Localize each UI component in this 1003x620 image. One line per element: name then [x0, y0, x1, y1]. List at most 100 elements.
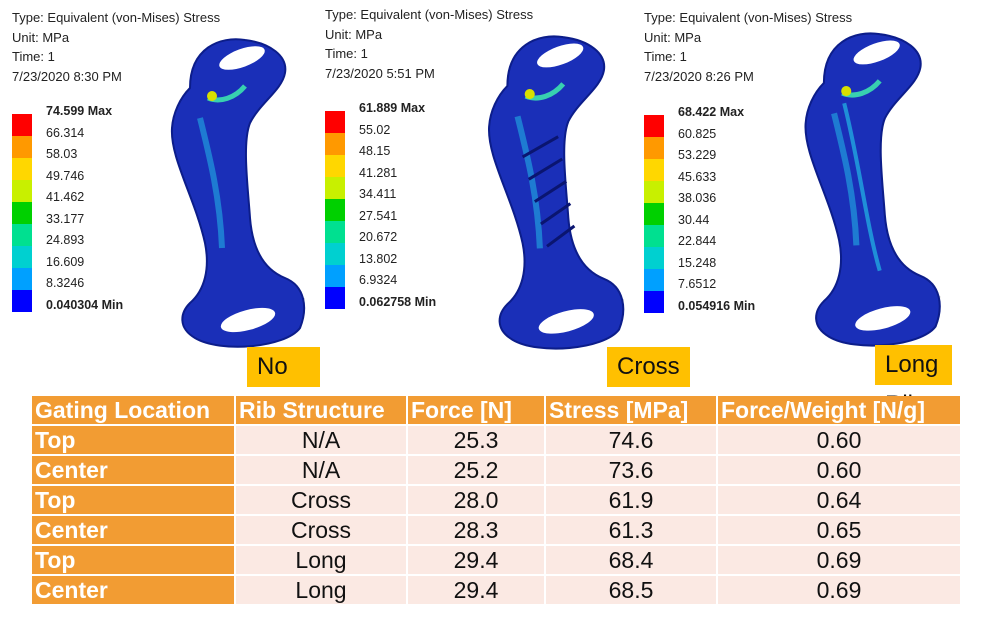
top-hole	[537, 43, 584, 68]
legend-swatch	[644, 225, 664, 247]
legend-swatch	[12, 290, 32, 312]
bracket-body	[488, 35, 625, 350]
result-info: Type: Equivalent (von-Mises) Stress Unit…	[644, 8, 852, 86]
stress-band-mid	[197, 117, 225, 249]
legend-value: 22.844	[678, 234, 717, 248]
info-type: Type: Equivalent (von-Mises) Stress	[12, 10, 221, 25]
cross-rib	[533, 180, 568, 203]
legend-value: 41.281	[359, 165, 398, 180]
info-time: Time: 1	[325, 46, 368, 61]
legend-swatch	[325, 111, 345, 133]
info-type: Type: Equivalent (von-Mises) Stress	[644, 10, 853, 25]
table-row: Center Cross 28.3 61.3 0.65	[32, 516, 960, 544]
legend-swatch	[325, 243, 345, 265]
bottom-hole	[220, 307, 276, 333]
result-info: Type: Equivalent (von-Mises) Stress Unit…	[12, 8, 220, 86]
cross-rib	[521, 135, 559, 159]
legend-swatch	[644, 137, 664, 159]
legend-swatch	[12, 202, 32, 224]
stress-contour-image	[170, 38, 306, 348]
legend-value: 66.314	[46, 125, 85, 140]
cell-stress: 61.3	[546, 516, 716, 544]
top-hole	[853, 40, 900, 65]
bracket-body	[804, 32, 941, 347]
legend-swatch	[325, 199, 345, 221]
cell-force-weight: 0.69	[718, 576, 960, 604]
legend-swatch	[12, 114, 32, 136]
stress-band-mid	[831, 112, 860, 246]
panel-cross-rib: Type: Equivalent (von-Mises) Stress Unit…	[313, 0, 690, 420]
cell-gating-location: Top	[32, 546, 234, 574]
legend-value: 20.672	[359, 230, 398, 244]
cell-force: 29.4	[408, 576, 544, 604]
stress-peak	[207, 91, 217, 101]
color-legend: 61.889 Max 55.02 48.15 41.281 34.411 27.541 20…	[325, 101, 485, 321]
info-type: Type: Equivalent (von-Mises) Stress	[325, 7, 534, 22]
legend-swatch	[12, 158, 32, 180]
stress-contour-image	[804, 32, 941, 347]
rib-label: No Rib	[247, 347, 320, 420]
cell-force-weight: 0.69	[718, 546, 960, 574]
info-time: Time: 1	[12, 49, 55, 64]
legend-swatch	[644, 203, 664, 225]
legend-max-value: 68.422 Max	[678, 105, 745, 119]
long-rib	[842, 102, 882, 272]
legend-value: 53.229	[678, 148, 717, 162]
cell-rib-structure: Cross	[236, 486, 406, 514]
legend-swatch	[644, 291, 664, 313]
info-date: 7/23/2020 8:26 PM	[644, 68, 754, 84]
legend-swatch	[325, 287, 345, 309]
panel-long-rib: Type: Equivalent (von-Mises) Stress Unit…	[632, 0, 952, 418]
legend-value: 6.9324	[359, 273, 398, 287]
legend-swatch	[12, 246, 32, 268]
info-unit: Unit: MPa	[12, 29, 70, 45]
cell-force: 25.3	[408, 426, 544, 454]
legend-value: 24.893	[46, 233, 85, 247]
info-time: Time: 1	[644, 49, 687, 64]
info-date: 7/23/2020 5:51 PM	[325, 65, 435, 81]
panel-no-rib: Type: Equivalent (von-Mises) Stress Unit…	[0, 0, 320, 420]
legend-value: 8.3246	[46, 276, 85, 290]
legend-value: 41.462	[46, 190, 85, 204]
legend-value: 55.02	[359, 122, 391, 137]
legend-swatch	[325, 265, 345, 287]
legend-swatch	[325, 221, 345, 243]
bracket-body	[170, 38, 306, 348]
results-table: Gating Location Rib Structure Force [N] …	[30, 394, 962, 606]
cell-rib-structure: N/A	[236, 456, 406, 484]
cell-stress: 73.6	[546, 456, 716, 484]
legend-max-value: 74.599 Max	[46, 104, 113, 118]
legend-swatch	[325, 177, 345, 199]
table-row: Top Long 29.4 68.4 0.69	[32, 546, 960, 574]
legend-value: 49.746	[46, 168, 85, 183]
stress-contour-image	[488, 35, 625, 350]
cell-force-weight: 0.65	[718, 516, 960, 544]
cell-stress: 68.4	[546, 546, 716, 574]
cell-stress: 61.9	[546, 486, 716, 514]
table-row: Center N/A 25.2 73.6 0.60	[32, 456, 960, 484]
legend-swatch	[12, 268, 32, 290]
legend-value: 7.6512	[678, 277, 717, 291]
cell-force: 29.4	[408, 546, 544, 574]
info-date: 7/23/2020 8:30 PM	[12, 68, 122, 84]
col-gating-location: Gating Location	[32, 396, 234, 424]
cell-rib-structure: Long	[236, 546, 406, 574]
cell-gating-location: Top	[32, 486, 234, 514]
legend-value: 48.15	[359, 144, 391, 158]
cell-gating-location: Center	[32, 456, 234, 484]
cell-force-weight: 0.64	[718, 486, 960, 514]
cell-gating-location: Top	[32, 426, 234, 454]
legend-value: 16.609	[46, 254, 85, 269]
legend-min-value: 0.062758 Min	[359, 294, 437, 309]
legend-swatch	[644, 181, 664, 203]
col-rib-structure: Rib Structure	[236, 396, 406, 424]
table-header-row: Gating Location Rib Structure Force [N] …	[32, 396, 960, 424]
stress-peak	[524, 88, 535, 100]
cell-force: 28.3	[408, 516, 544, 544]
cell-force: 28.0	[408, 486, 544, 514]
top-hole	[219, 46, 265, 70]
cell-stress: 68.5	[546, 576, 716, 604]
table-row: Top Cross 28.0 61.9 0.64	[32, 486, 960, 514]
legend-value: 27.541	[359, 208, 398, 223]
legend-value: 38.036	[678, 191, 717, 205]
